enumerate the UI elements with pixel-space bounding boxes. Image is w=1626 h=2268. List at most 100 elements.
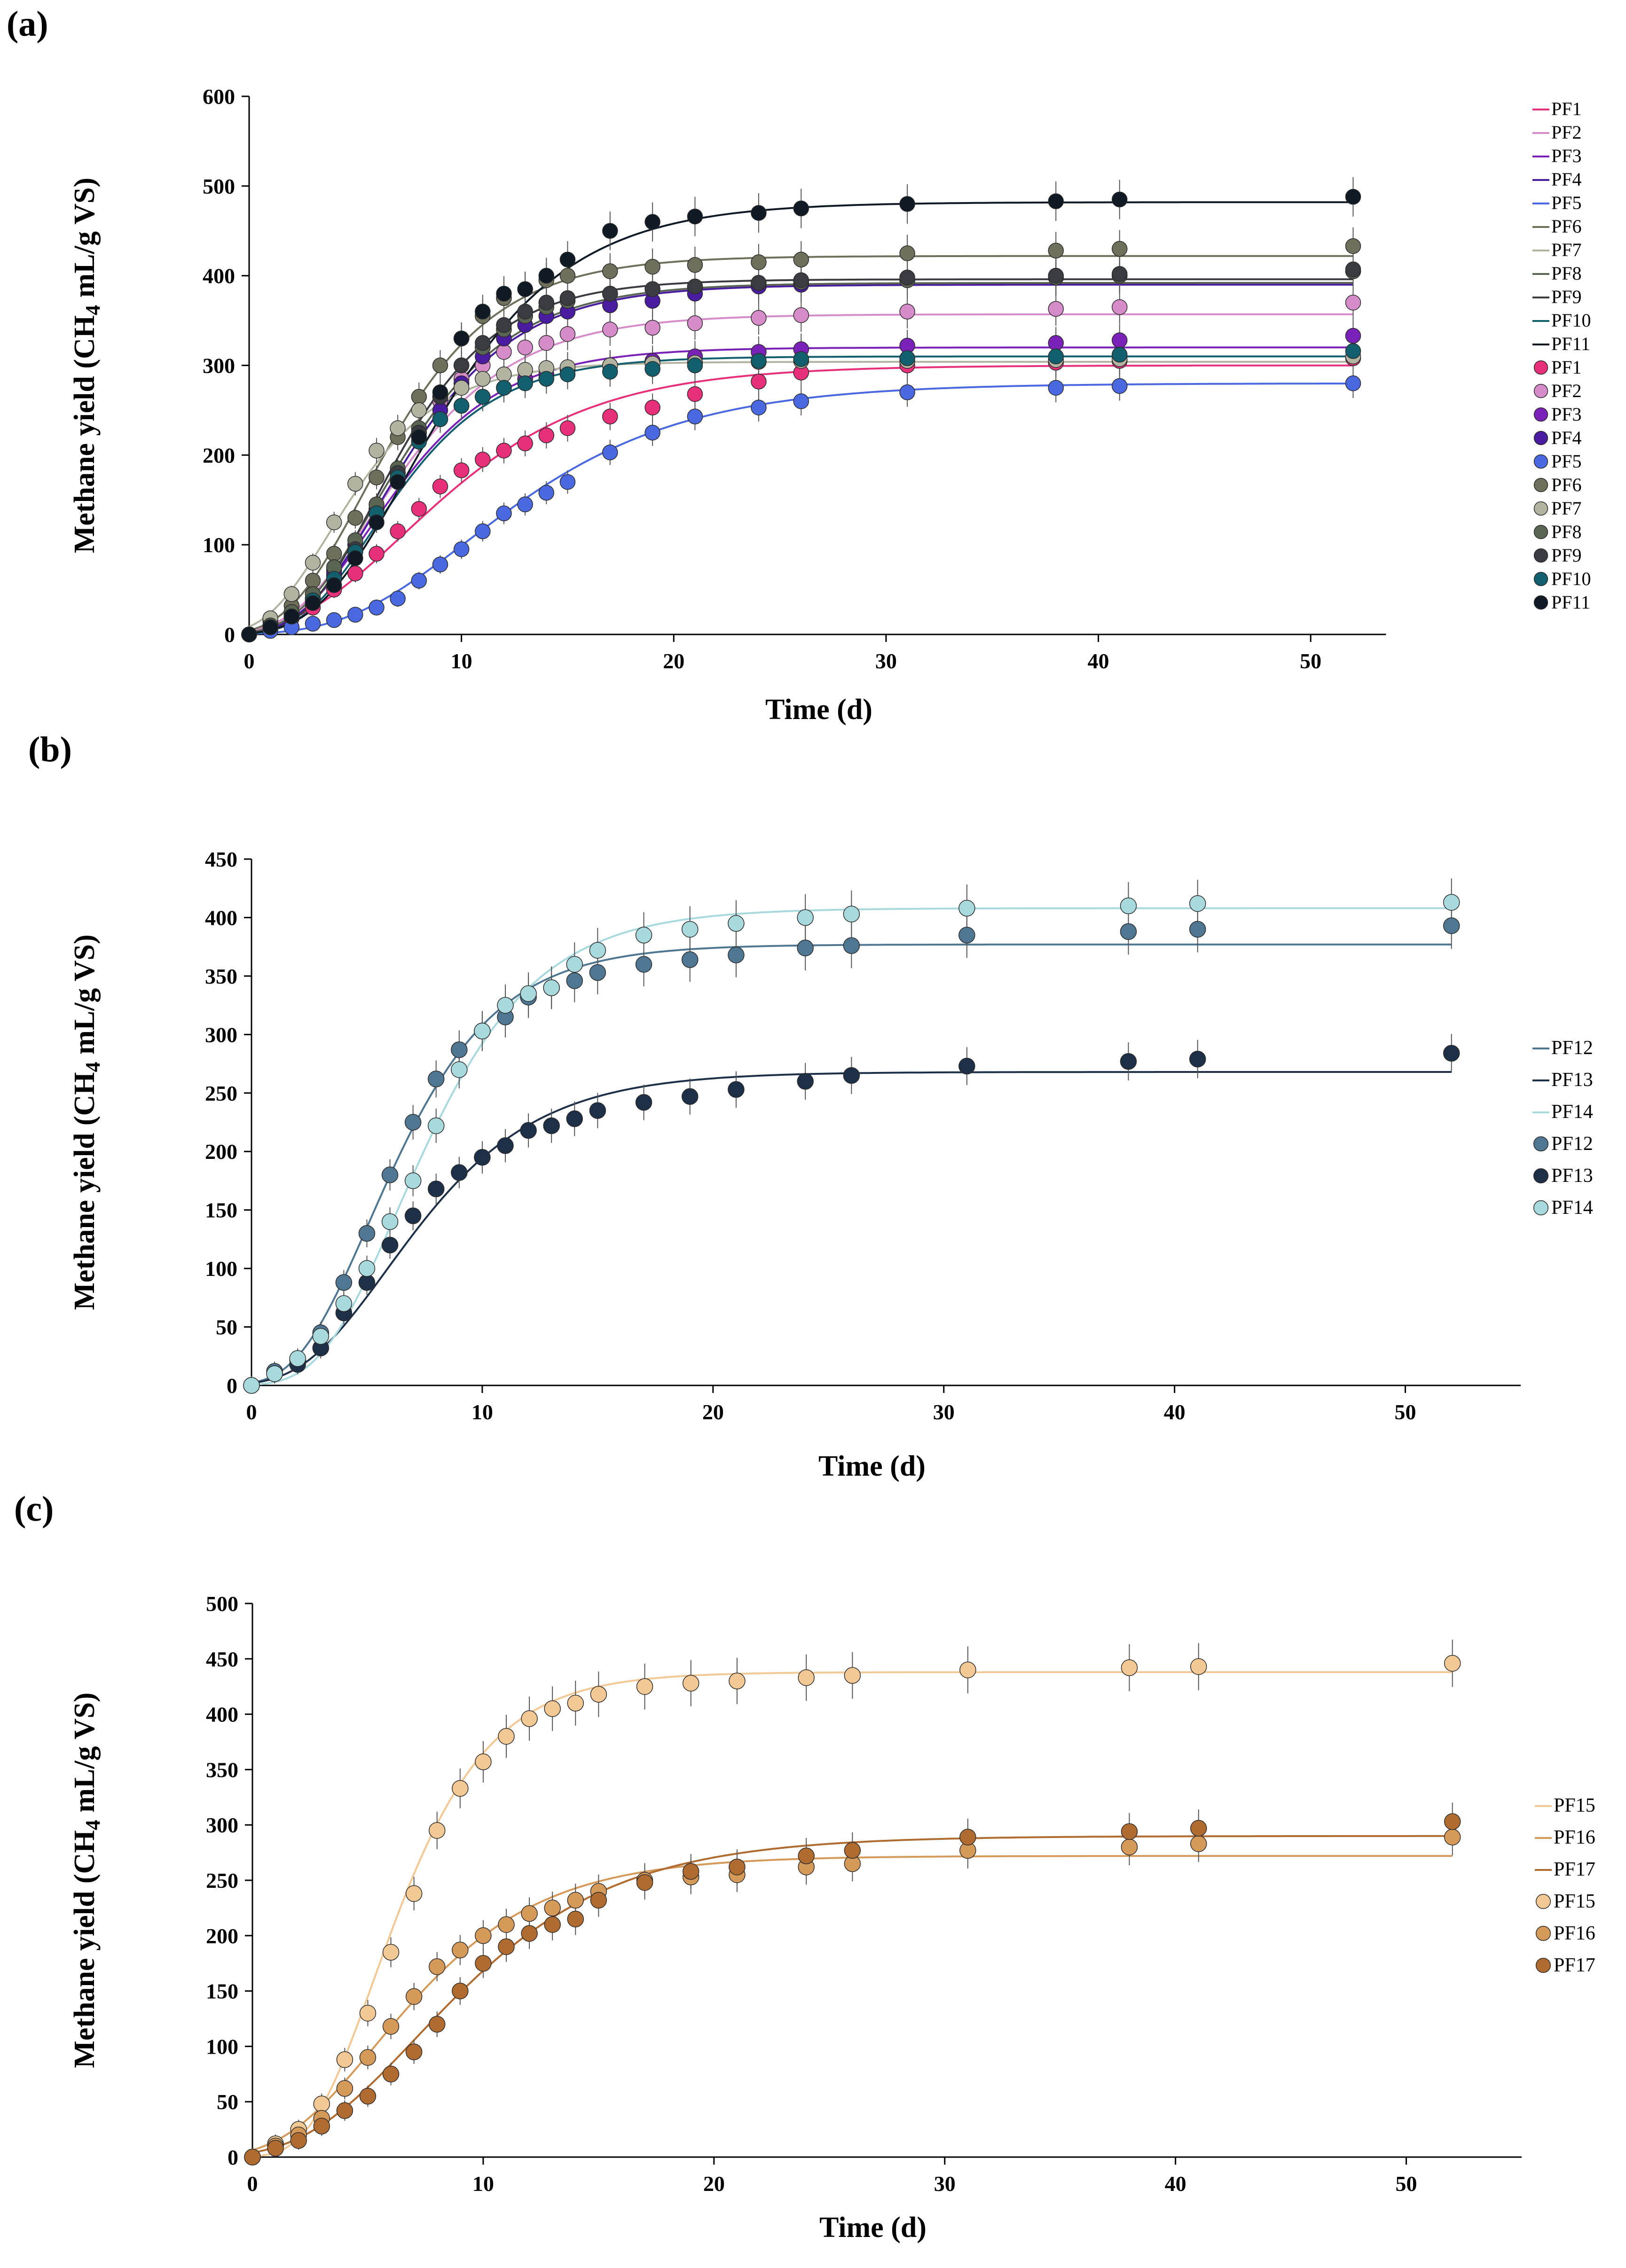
y-tick-label: 50 [217, 2090, 238, 2114]
data-point-pf15 [544, 1700, 561, 1717]
data-point-pf11 [687, 208, 703, 225]
data-point-pf16 [428, 1958, 446, 1975]
legend-marker-label: PF2 [1551, 380, 1582, 401]
data-point-pf17 [290, 2132, 307, 2149]
data-point-pf2 [899, 304, 915, 320]
legend-line-label: PF10 [1551, 310, 1591, 331]
data-point-pf10 [1048, 348, 1064, 365]
y-axis-label-part: mL/g VS) [69, 934, 101, 1062]
y-axis-label-part: 4 [81, 305, 104, 315]
data-point-pf6 [559, 267, 576, 284]
data-point-pf15 [336, 2051, 353, 2068]
data-point-pf14 [635, 927, 652, 944]
y-tick-label: 450 [206, 1647, 238, 1671]
data-point-pf3 [1048, 335, 1064, 351]
data-point-pf11 [751, 205, 767, 221]
data-point-pf1 [496, 443, 512, 459]
data-point-pf7 [496, 366, 512, 383]
data-point-pf12 [635, 956, 652, 973]
data-point-pf10 [1111, 346, 1128, 363]
data-point-pf13 [497, 1137, 514, 1154]
data-point-pf17 [244, 2149, 261, 2166]
data-point-pf15 [1190, 1658, 1207, 1675]
data-point-pf7 [390, 420, 406, 436]
data-point-pf10 [559, 366, 576, 383]
legend-marker-swatch [1533, 1168, 1549, 1184]
y-tick-label: 450 [205, 847, 237, 871]
data-point-pf5 [1048, 380, 1064, 396]
data-point-pf6 [305, 572, 321, 589]
legend-marker-swatch [1533, 1136, 1549, 1152]
y-tick-label: 0 [227, 1374, 237, 1398]
data-point-pf14 [381, 1213, 399, 1230]
data-point-pf16 [544, 1900, 561, 1916]
x-tick-label: 50 [1396, 2172, 1417, 2196]
legend-line-label: PF1 [1551, 98, 1582, 119]
data-point-pf11 [793, 200, 809, 217]
data-point-pf2 [496, 344, 512, 360]
legend-marker-swatch [1533, 360, 1548, 375]
data-point-pf9 [1345, 261, 1361, 278]
legend-marker-swatch [1533, 501, 1548, 516]
y-tick-label: 200 [206, 1924, 238, 1948]
data-point-pf17 [590, 1892, 607, 1909]
legend-marker-label: PF7 [1551, 498, 1582, 519]
data-point-pf6 [602, 263, 618, 279]
data-point-pf1 [453, 462, 470, 478]
data-point-pf11 [326, 577, 342, 593]
y-tick-label: 350 [205, 964, 237, 988]
data-point-pf5 [517, 496, 533, 513]
data-point-pf11 [517, 281, 533, 297]
data-point-pf6 [751, 254, 767, 270]
data-point-pf11 [602, 223, 618, 239]
data-point-pf12 [728, 946, 745, 963]
data-point-pf5 [899, 384, 915, 400]
data-point-pf1 [390, 523, 406, 540]
data-point-pf16 [498, 1916, 515, 1933]
y-tick-label: 0 [224, 623, 235, 647]
data-point-pf14 [958, 899, 975, 917]
chart-panel-c: 0 50 100 150 200 250 300 350 400 450 500 0 10 20 30 40 5… [69, 1592, 1595, 2244]
data-point-pf1 [538, 427, 555, 444]
data-point-pf2 [517, 339, 533, 356]
data-point-pf10 [432, 411, 448, 427]
legend-line-label: PF12 [1551, 1037, 1593, 1059]
y-axis-label: Methane yield (CH4 mL/g VS) [69, 1692, 104, 2068]
data-point-pf13 [543, 1117, 560, 1134]
data-point-pf15 [405, 1885, 423, 1902]
data-point-pf9 [751, 275, 767, 291]
data-point-pf12 [958, 927, 975, 944]
x-tick-label: 40 [1164, 1400, 1186, 1424]
data-point-pf13 [728, 1081, 745, 1098]
y-tick-label: 150 [205, 1198, 237, 1222]
data-point-pf6 [326, 546, 342, 562]
data-point-pf10 [496, 380, 512, 396]
data-point-pf14 [728, 915, 745, 932]
data-point-pf13 [566, 1110, 583, 1127]
data-point-pf9 [793, 272, 809, 288]
x-tick-label: 50 [1300, 649, 1321, 673]
data-point-pf12 [681, 951, 699, 968]
data-point-pf7 [453, 380, 470, 396]
data-point-pf14 [1189, 895, 1206, 912]
legend-line-label: PF2 [1551, 122, 1582, 143]
data-point-pf2 [538, 335, 555, 351]
y-axis-label-part: 4 [81, 1820, 104, 1830]
data-point-pf11 [559, 251, 576, 268]
data-point-pf6 [1111, 241, 1128, 257]
data-point-pf16 [1190, 1835, 1207, 1853]
data-point-pf1 [475, 452, 491, 468]
data-point-pf7 [326, 514, 342, 531]
data-point-pf9 [644, 281, 660, 297]
legend-marker-swatch [1533, 430, 1548, 446]
legend-marker-swatch [1535, 1925, 1551, 1941]
x-tick-label: 0 [246, 1400, 257, 1424]
data-point-pf15 [498, 1728, 515, 1745]
legend-marker-swatch [1533, 571, 1548, 587]
data-point-pf16 [405, 1988, 423, 2005]
data-point-pf13 [404, 1207, 422, 1224]
data-point-pf10 [1345, 343, 1361, 359]
data-point-pf13 [958, 1057, 975, 1075]
data-point-pf5 [496, 505, 512, 522]
data-point-pf1 [517, 435, 533, 452]
